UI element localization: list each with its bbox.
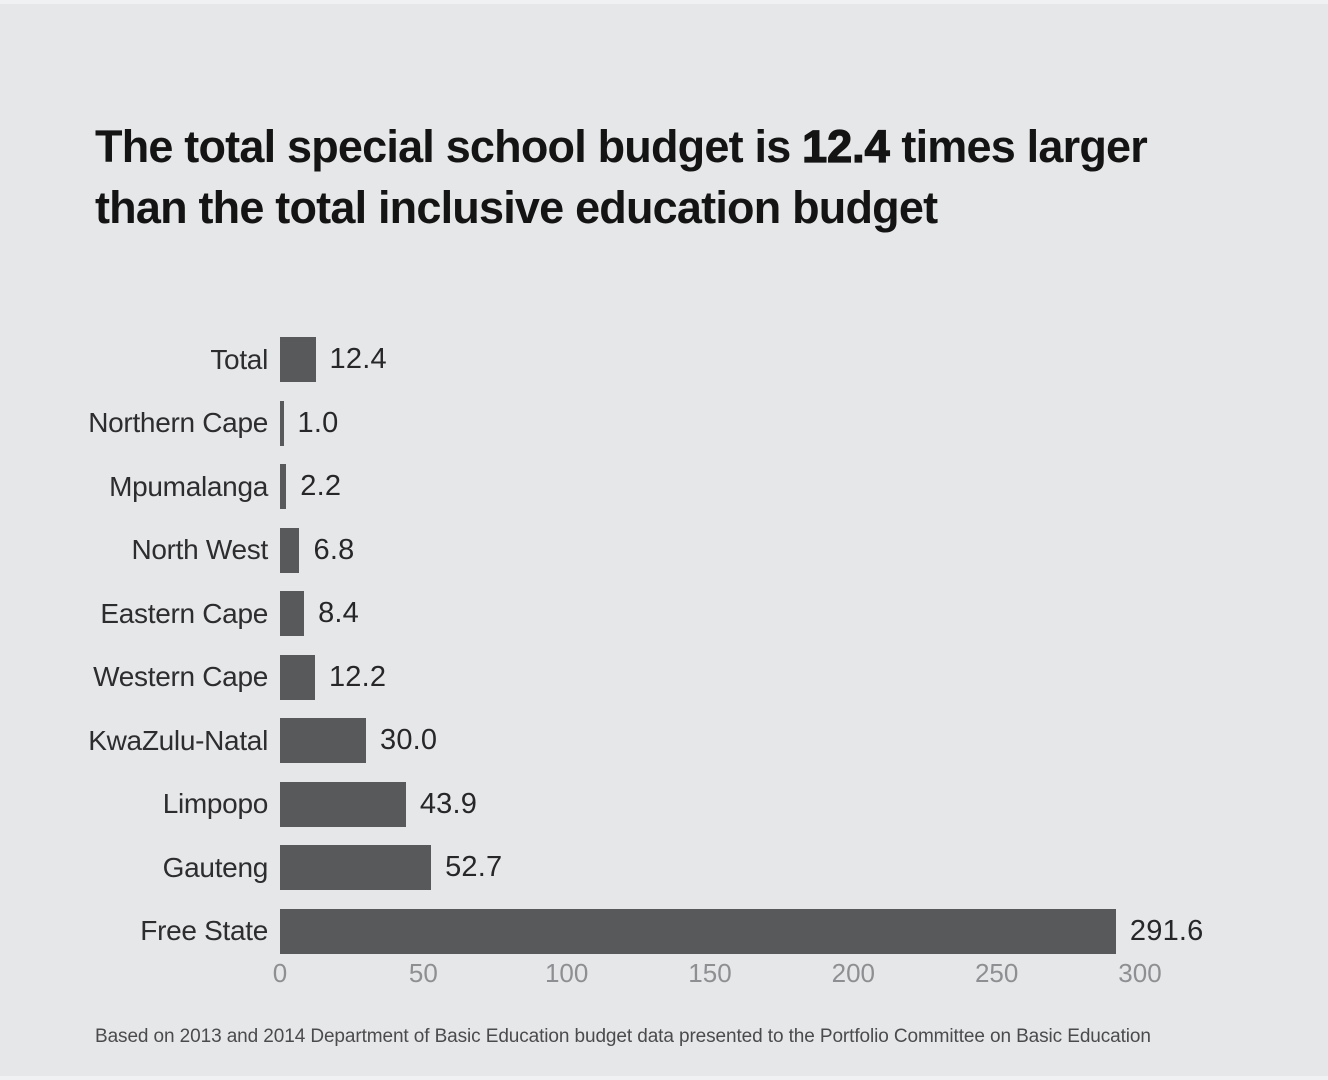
value-label: 12.4 (329, 343, 387, 376)
value-bar (280, 527, 300, 573)
chart-row: KwaZulu-Natal 30.0 (0, 709, 1328, 773)
value-bar (280, 908, 1116, 954)
bar-track: 8.4 (280, 591, 1328, 637)
chart-row: Mpumalanga 2.2 (0, 455, 1328, 519)
value-label: 52.7 (445, 851, 503, 884)
x-tick-label: 100 (544, 958, 589, 988)
category-label: Eastern Cape (100, 597, 268, 629)
chart-row: Western Cape 12.2 (0, 646, 1328, 710)
value-bar (280, 337, 316, 383)
category-label: KwaZulu-Natal (88, 724, 268, 756)
category-label: North West (131, 534, 268, 566)
value-label: 6.8 (313, 533, 355, 566)
title-text-line2: than the total inclusive education budge… (95, 182, 938, 233)
x-tick-label: 200 (831, 958, 876, 988)
chart-row: Free State 291.6 (0, 900, 1328, 964)
value-label: 291.6 (1129, 914, 1204, 947)
bar-track: 30.0 (280, 718, 1328, 764)
category-label: Free State (140, 915, 268, 947)
category-label: Mpumalanga (109, 470, 268, 502)
x-tick-label: 150 (688, 958, 732, 988)
chart-row: Gauteng 52.7 (0, 836, 1328, 900)
x-tick-label: 250 (974, 958, 1019, 988)
title-text-suffix: times larger (889, 121, 1147, 172)
chart-row: Total 12.4 (0, 328, 1328, 392)
category-label: Northern Cape (88, 407, 268, 439)
value-bar (280, 654, 315, 700)
value-bar (280, 464, 287, 510)
value-label: 30.0 (380, 724, 438, 757)
top-edge-highlight (0, 0, 1328, 4)
bar-chart: Total 12.4 Northern Cape 1.0 Mpumalanga … (0, 328, 1328, 963)
chart-row: Eastern Cape 8.4 (0, 582, 1328, 646)
bar-track: 2.2 (280, 464, 1328, 510)
chart-row: North West 6.8 (0, 519, 1328, 583)
bar-track: 12.2 (280, 654, 1328, 700)
category-label: Total (210, 343, 268, 375)
category-label: Limpopo (162, 788, 269, 820)
value-bar (280, 718, 366, 764)
value-bar (280, 845, 432, 891)
source-note: Based on 2013 and 2014 Department of Bas… (95, 1026, 1151, 1047)
bottom-edge-highlight (0, 1076, 1328, 1080)
value-label: 12.2 (328, 660, 387, 693)
bar-track: 12.4 (280, 337, 1328, 383)
category-label: Gauteng (162, 851, 269, 883)
value-bar (280, 591, 305, 637)
bar-track: 291.6 (280, 908, 1328, 954)
chart-title: The total special school budget is 12.4 … (95, 116, 1265, 238)
chart-row: Limpopo 43.9 (0, 773, 1328, 837)
category-label: Western Cape (93, 661, 268, 693)
value-label: 2.2 (300, 470, 342, 503)
bar-track: 6.8 (280, 527, 1328, 573)
title-highlight: 12.4 (801, 120, 890, 172)
x-tick-label: 50 (408, 958, 438, 988)
bar-track: 52.7 (280, 845, 1328, 891)
value-bar (280, 400, 284, 446)
value-bar (280, 781, 406, 827)
value-label: 8.4 (318, 597, 359, 630)
x-tick-label: 0 (272, 958, 288, 988)
chart-row: Northern Cape 1.0 (0, 392, 1328, 456)
bar-track: 1.0 (280, 400, 1328, 446)
value-label: 43.9 (419, 787, 478, 820)
x-tick-label: 300 (1118, 958, 1162, 988)
value-label: 1.0 (297, 406, 339, 439)
title-text-prefix: The total special school budget is (95, 121, 803, 172)
bar-track: 43.9 (280, 781, 1328, 827)
x-axis: 0 50 100 150 200 250 300 (273, 958, 1220, 990)
